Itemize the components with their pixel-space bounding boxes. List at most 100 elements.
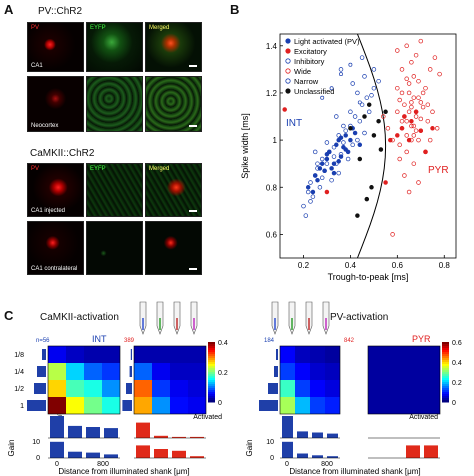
data-point <box>390 137 395 143</box>
data-point <box>402 114 407 119</box>
legend-label: Wide <box>294 67 311 76</box>
colorbar-step <box>208 386 215 389</box>
n-count-int: n=56 <box>36 338 50 344</box>
micrograph-camkii-injected-green: EYFP <box>86 163 143 217</box>
colorbar-step <box>442 392 449 395</box>
gain-bar <box>297 453 308 458</box>
pv-probes <box>271 301 330 335</box>
x-tick-label-right: 0 <box>285 461 289 468</box>
heatmap-cell <box>66 380 84 397</box>
data-point <box>411 95 417 100</box>
data-point <box>319 175 325 181</box>
data-point <box>397 156 402 162</box>
data-point <box>336 133 341 138</box>
data-point <box>413 52 419 58</box>
data-point <box>355 90 360 96</box>
colorbar-camkii <box>208 342 215 403</box>
data-point <box>404 149 409 155</box>
panel-a-letter: A <box>4 2 14 17</box>
data-point <box>420 104 426 110</box>
data-point <box>404 133 409 138</box>
intensity-bar <box>34 383 46 394</box>
panel-b-letter: B <box>230 2 240 17</box>
x-tick-label: 0.8 <box>439 261 451 270</box>
data-point <box>369 93 374 98</box>
gain-bar <box>312 455 323 458</box>
y-tick-label: 1.4 <box>266 42 278 51</box>
intensity-bar <box>37 366 46 377</box>
heatmap-cell <box>280 363 295 380</box>
int-heatmap-label: INT <box>92 334 107 344</box>
intensity-bar <box>274 366 278 377</box>
colorbar-step <box>442 368 449 371</box>
channel-label: EYFP <box>90 25 106 31</box>
colorbar-step <box>208 350 215 353</box>
colorbar-step <box>208 344 215 347</box>
y-tick-label: 1 <box>273 136 278 145</box>
data-point <box>420 90 426 96</box>
data-point <box>402 173 407 178</box>
heatmap-cell <box>48 380 66 397</box>
data-point <box>357 142 363 148</box>
y-tick-label: 0.6 <box>266 230 278 239</box>
activation-figure: Intensity (relative)1/81/41/21n=56INT389… <box>7 301 462 476</box>
data-point <box>355 213 360 218</box>
heatmap-cell <box>84 363 102 380</box>
heatmap-cell <box>310 363 325 380</box>
activated-label-right: Activated <box>409 414 438 421</box>
data-point <box>348 126 353 131</box>
heatmap-cell <box>134 346 152 363</box>
data-point <box>430 126 435 131</box>
data-point <box>329 86 334 91</box>
data-point <box>334 142 339 148</box>
data-point <box>310 189 316 195</box>
micrograph-pv-ca1-green: EYFP <box>86 22 143 72</box>
heatmap-cell <box>134 363 152 380</box>
colorbar-step <box>208 372 215 375</box>
data-point <box>322 168 327 174</box>
legend-marker <box>285 88 291 94</box>
colorbar-step <box>208 396 215 399</box>
data-point <box>423 149 428 155</box>
data-point <box>413 128 419 133</box>
heatmap-pv-int-frame <box>279 345 341 415</box>
intensity-bar <box>276 349 278 360</box>
gain-bar <box>86 452 100 458</box>
data-point <box>395 133 400 138</box>
data-point <box>409 137 414 143</box>
gain-bar <box>190 456 204 458</box>
data-point <box>413 114 419 119</box>
micrograph-pv-ca1-merged: Merged <box>145 22 202 72</box>
colorbar-step <box>442 388 449 391</box>
data-point <box>366 109 372 115</box>
heatmap-cell <box>102 397 120 414</box>
data-point <box>385 126 391 131</box>
series-excitatory <box>282 107 435 195</box>
heatmap-cell <box>325 380 340 397</box>
gain-bar <box>406 445 420 458</box>
data-point <box>411 123 417 129</box>
colorbar-step <box>208 348 215 351</box>
data-point <box>336 170 341 176</box>
data-point <box>327 149 332 155</box>
colorbar-step <box>442 382 449 385</box>
data-point <box>376 78 381 84</box>
micrograph-pv-neocortex-green <box>86 76 143 132</box>
data-point <box>319 156 325 162</box>
data-point <box>427 67 433 72</box>
y-tick-label: 0.8 <box>266 183 278 192</box>
heatmap-cell <box>368 363 386 380</box>
colorbar-step <box>442 374 449 377</box>
colorbar-step <box>442 354 449 357</box>
data-point <box>376 118 381 124</box>
gain-axis-label-right: Gain <box>245 440 254 457</box>
heatmap-cell <box>66 397 84 414</box>
heatmap-camkii-int <box>48 346 120 414</box>
plot-frame <box>279 33 457 259</box>
region-label: Neocortex <box>31 123 59 129</box>
data-point <box>338 67 344 72</box>
colorbar-step <box>442 372 449 375</box>
colorbar-step <box>208 394 215 397</box>
data-point <box>329 166 334 171</box>
heatmap-cell <box>152 397 170 414</box>
